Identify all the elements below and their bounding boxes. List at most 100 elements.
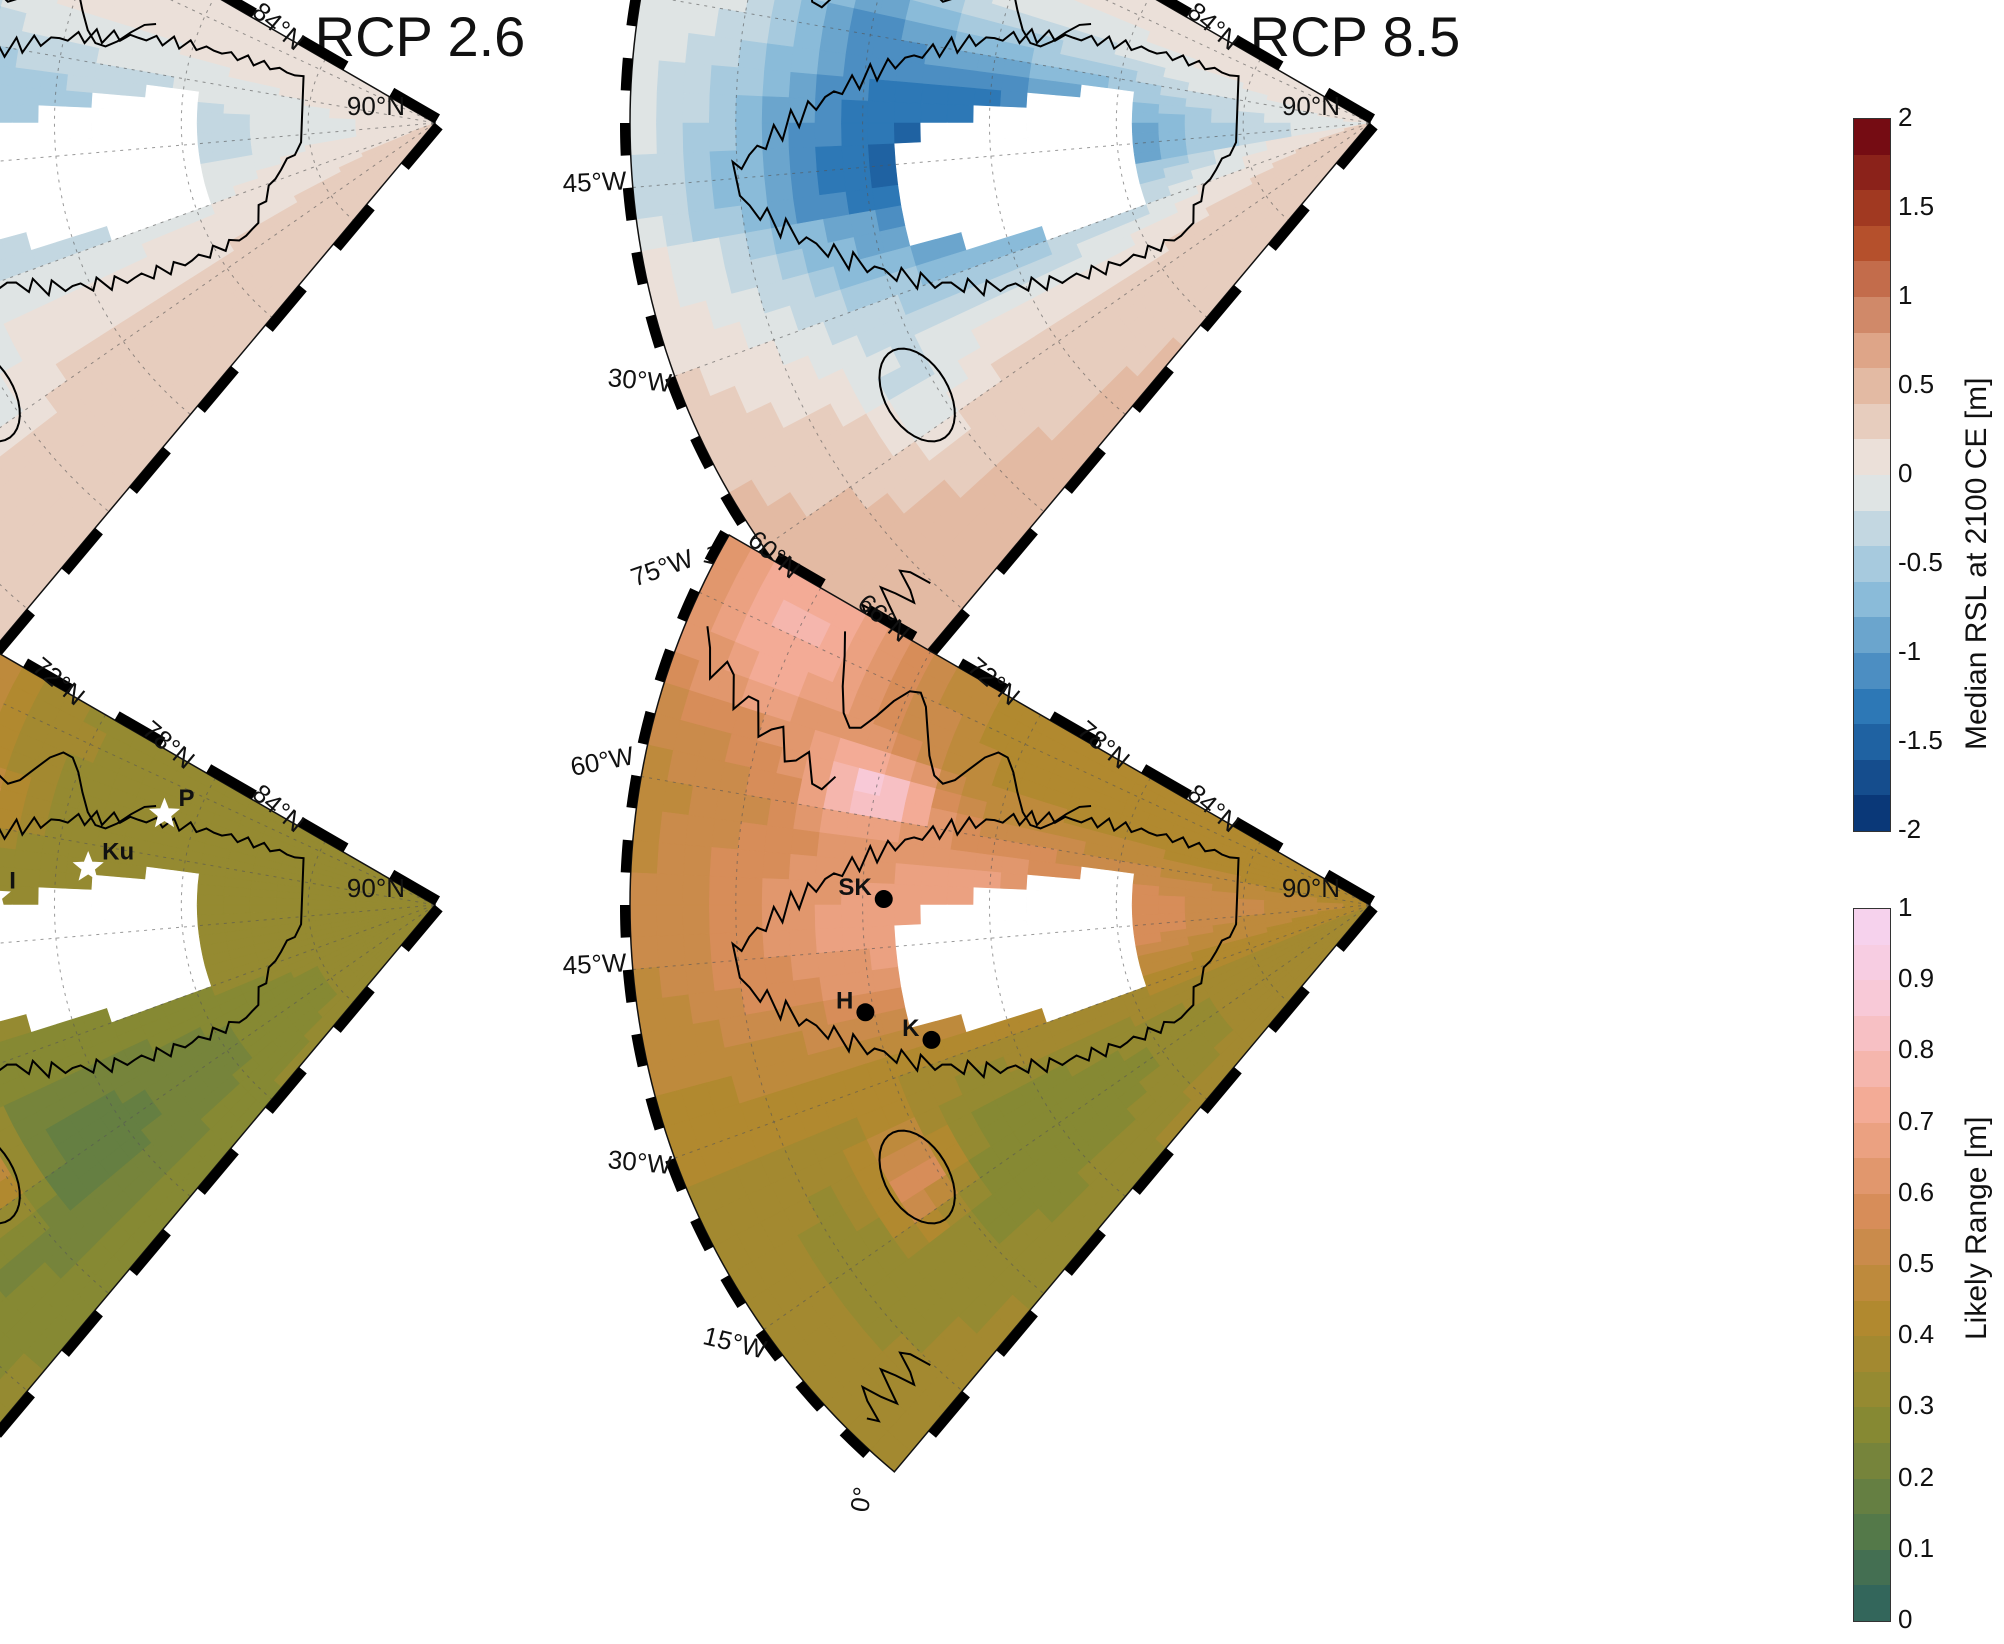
grid-cell (947, 867, 976, 889)
grid-cell (629, 872, 658, 906)
grid-cell (867, 904, 896, 928)
grid-cell (1131, 894, 1160, 906)
grid-cell (1001, 856, 1030, 876)
lat-label: 90°N (1282, 873, 1340, 903)
grid-cell (815, 927, 844, 954)
grid-cell (1027, 859, 1056, 878)
grid-cell (871, 817, 902, 844)
grid-cell (1131, 904, 1160, 916)
grid-cell (737, 821, 768, 853)
colorbar-segment (1854, 261, 1890, 298)
colorbar-segment (1854, 403, 1890, 440)
colorbar-segment (1854, 688, 1890, 725)
lon-label: 45°W (562, 947, 628, 980)
grid-cell (999, 888, 1028, 906)
graticule-lat (307, 59, 354, 221)
grid-cell (1184, 896, 1212, 906)
frame-segment (197, 365, 239, 413)
colorbar-segment (1854, 1015, 1890, 1052)
grid-cell (708, 875, 737, 906)
grid-cell (895, 943, 925, 968)
grid-cell (894, 863, 923, 886)
grid-cell (920, 865, 950, 887)
grid-cell (841, 904, 869, 929)
grid-cell (973, 920, 1002, 940)
grid-cell (1052, 877, 1081, 893)
graticule-a (0, 0, 436, 610)
grid-cell (1105, 893, 1133, 906)
grid-cell (948, 849, 978, 871)
grid-cell (1105, 904, 1133, 917)
colorbar-rsl-title: Median RSL at 2100 CE [m] (1960, 377, 1993, 750)
colorbar-segment (1854, 617, 1890, 654)
colorbar-segment (1854, 1051, 1890, 1088)
grid-cell (714, 987, 746, 1021)
site-label: H (836, 987, 853, 1014)
iceland-coastline (0, 365, 21, 443)
grid-cell (1078, 891, 1107, 906)
colorbar-segment (1854, 1514, 1890, 1551)
grid-cell (1078, 904, 1107, 919)
colorbar-tick-label: 2 (1898, 102, 1913, 132)
grid-cell (946, 904, 975, 924)
grid-cell (740, 794, 772, 827)
colorbar-tick-label: 0.9 (1898, 963, 1935, 994)
grid-cell (788, 904, 816, 931)
grid-cell (766, 980, 798, 1011)
grid-cell (632, 808, 663, 844)
colorbar-segment (1854, 1478, 1890, 1515)
colorbar-segment (1854, 439, 1890, 476)
colorbar-segment (1854, 980, 1890, 1017)
grid-cell (920, 885, 948, 906)
grid-cell (973, 870, 1002, 890)
graticule-lon (0, 122, 436, 429)
grid-cell (843, 835, 873, 862)
grid-cell (816, 950, 847, 978)
grid-cell (711, 818, 742, 851)
grid-cell (685, 814, 716, 848)
grid-cell (1052, 904, 1080, 920)
grid-cell (1052, 890, 1080, 906)
grid-cell (920, 923, 950, 945)
grid-cell (662, 994, 694, 1030)
frame-segment (0, 608, 35, 656)
grid-cell (867, 925, 897, 950)
colorbar-segment (1854, 909, 1890, 946)
grid-cell (683, 933, 713, 966)
grid-cell (632, 966, 663, 1002)
colorbar-tick-label: 0.8 (1898, 1034, 1935, 1065)
colorbar-segment (1854, 225, 1890, 262)
grid-cell (688, 990, 720, 1025)
colorbar-segment (1854, 1087, 1890, 1124)
grid-cell (662, 780, 694, 816)
grid-cell (683, 844, 713, 877)
map-field-a (0, 0, 436, 642)
graticule-lon (0, 122, 436, 282)
grid-cell (708, 904, 737, 935)
colorbar-tick-label: 0.1 (1898, 1532, 1935, 1563)
colorbar-segment (1854, 1371, 1890, 1408)
grid-cell (630, 935, 660, 970)
site-label: K (902, 1015, 920, 1042)
site-label: SK (838, 874, 872, 901)
colorbar-segment (1854, 1300, 1890, 1337)
colorbar-tick-label: 1.5 (1898, 191, 1935, 221)
colorbar-segment (1854, 1585, 1890, 1622)
title-rcp26: RCP 2.6 (314, 5, 526, 68)
colorbar-tick-label: 0.5 (1898, 1248, 1935, 1278)
grid-cell (843, 948, 873, 975)
colorbar-segment (1854, 546, 1890, 583)
grid-cell (762, 930, 792, 959)
colorbar-segment (1854, 1336, 1890, 1373)
frame-segment (297, 35, 349, 71)
colorbar-segment (1854, 475, 1890, 512)
grid-cell (922, 846, 952, 869)
grid-cell (790, 828, 821, 857)
colorbar-tick-label: 0.4 (1898, 1319, 1935, 1350)
grid-cell (788, 853, 818, 882)
grid-cell (682, 874, 711, 906)
colorbar-tick-label: -0.5 (1898, 547, 1943, 577)
